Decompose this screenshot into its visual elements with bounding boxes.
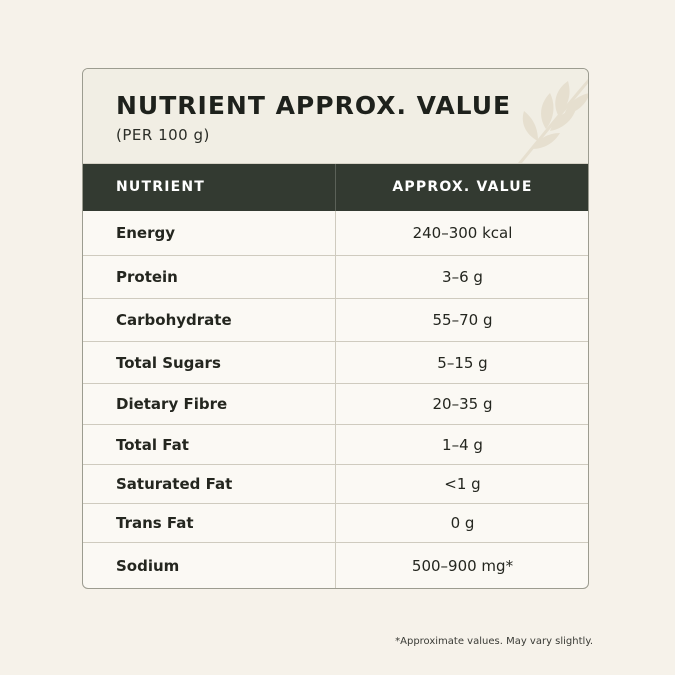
column-divider — [335, 164, 336, 211]
nutrient-name: Sodium — [116, 556, 180, 575]
wheat-leaf-icon — [518, 79, 588, 163]
nutrient-name: Saturated Fat — [116, 475, 233, 493]
cell-divider — [335, 299, 336, 341]
cell-divider — [335, 504, 336, 542]
nutrient-value: 20–35 g — [432, 395, 493, 413]
footnote: *Approximate values. May vary slightly. — [395, 636, 593, 647]
cell-divider — [335, 211, 336, 255]
nutrition-card: NUTRIENT APPROX. VALUE (PER 100 g) NUTRI… — [82, 68, 589, 589]
card-subtitle: (PER 100 g) — [116, 126, 210, 144]
nutrient-value: 5–15 g — [437, 353, 488, 372]
nutrient-name: Trans Fat — [116, 514, 194, 532]
nutrient-value: <1 g — [444, 475, 481, 493]
card-header: NUTRIENT APPROX. VALUE (PER 100 g) — [83, 69, 588, 164]
nutrient-value: 0 g — [450, 514, 475, 532]
nutrient-name: Carbohydrate — [116, 311, 232, 329]
table-row: Carbohydrate 55–70 g — [83, 299, 588, 342]
nutrient-name: Protein — [116, 268, 178, 286]
table-row: Protein 3–6 g — [83, 256, 588, 299]
nutrient-value: 1–4 g — [442, 435, 483, 454]
nutrient-name: Dietary Fibre — [116, 395, 228, 413]
nutrient-value: 55–70 g — [432, 311, 493, 329]
nutrient-name: Total Sugars — [116, 353, 221, 372]
cell-divider — [335, 465, 336, 503]
card-title: NUTRIENT APPROX. VALUE — [116, 91, 512, 120]
nutrient-name: Energy — [116, 224, 176, 242]
column-header-nutrient: NUTRIENT — [116, 179, 206, 195]
nutrient-value: 500–900 mg* — [411, 556, 514, 575]
table-row: Trans Fat 0 g — [83, 504, 588, 543]
cell-divider — [335, 342, 336, 383]
cell-divider — [335, 425, 336, 464]
cell-divider — [335, 256, 336, 298]
cell-divider — [335, 543, 336, 588]
table-row: Energy 240–300 kcal — [83, 211, 588, 256]
table-row: Total Sugars 5–15 g — [83, 342, 588, 384]
nutrient-value: 3–6 g — [442, 268, 483, 286]
table-row: Saturated Fat <1 g — [83, 465, 588, 504]
nutrient-value: 240–300 kcal — [412, 224, 513, 242]
cell-divider — [335, 384, 336, 424]
table-row: Sodium 500–900 mg* — [83, 543, 588, 588]
column-header-value: APPROX. VALUE — [392, 179, 533, 195]
table-row: Total Fat 1–4 g — [83, 425, 588, 465]
table-body: Energy 240–300 kcal Protein 3–6 g Carboh… — [83, 211, 588, 588]
nutrient-name: Total Fat — [116, 435, 189, 454]
table-row: Dietary Fibre 20–35 g — [83, 384, 588, 425]
table-header-row: NUTRIENT APPROX. VALUE — [83, 164, 588, 211]
